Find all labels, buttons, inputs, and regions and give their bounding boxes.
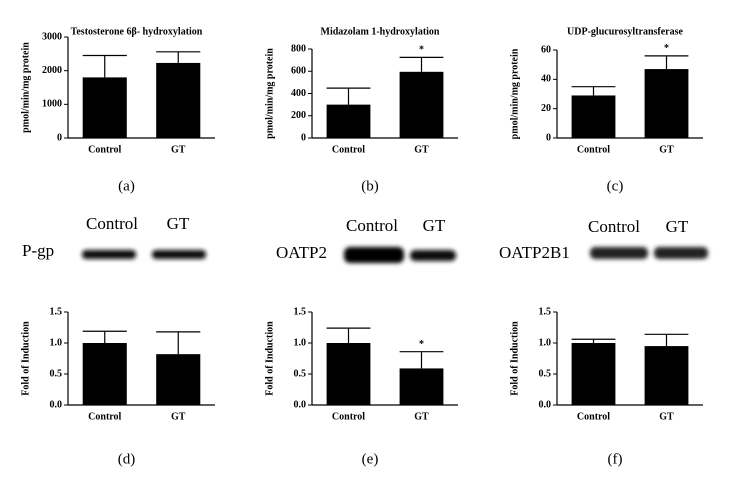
lane-label: GT xyxy=(167,214,190,233)
error-bar xyxy=(326,327,371,343)
bar xyxy=(644,346,689,405)
band xyxy=(82,250,136,259)
y-axis-label: Fold of Induction xyxy=(20,321,31,396)
error-bar xyxy=(399,56,444,72)
panel-label: (e) xyxy=(362,451,379,467)
bar xyxy=(326,343,371,405)
chart-title: UDP-glucurosyltransferase xyxy=(567,26,683,37)
error-bar xyxy=(82,330,127,343)
error-bar xyxy=(326,87,371,105)
y-axis-label: pmol/min/mg protein xyxy=(20,42,31,133)
y-tick-label: 20 xyxy=(541,103,551,114)
significance: * xyxy=(419,339,424,350)
x-tick-label: Control xyxy=(577,144,610,155)
lane-label: Control xyxy=(86,214,138,233)
panel-label: (b) xyxy=(361,178,379,194)
band xyxy=(654,247,708,259)
x-tick-label: GT xyxy=(171,144,186,155)
y-tick-label: 600 xyxy=(291,66,306,77)
protein-label: P-gp xyxy=(22,241,54,260)
significance: * xyxy=(664,43,669,54)
bar xyxy=(644,69,689,138)
panel-label: (a) xyxy=(118,178,135,194)
blot-d: Control GT P-gp xyxy=(22,214,206,260)
x-tick-label: GT xyxy=(659,411,674,422)
y-tick-label: 0.0 xyxy=(539,399,552,410)
y-tick-label: 0.0 xyxy=(294,399,307,410)
bar xyxy=(571,343,616,405)
y-tick-label: 0.5 xyxy=(50,368,63,379)
bar xyxy=(82,343,127,405)
error-bar xyxy=(571,86,616,96)
error-bar xyxy=(644,55,689,70)
protein-label: OATP2B1 xyxy=(499,243,570,262)
bar xyxy=(326,104,371,138)
y-tick-label: 1.5 xyxy=(294,306,307,317)
band xyxy=(410,250,456,261)
x-tick-label: GT xyxy=(659,144,674,155)
lane-label: Control xyxy=(588,217,640,236)
error-bar xyxy=(156,51,201,63)
x-tick-label: GT xyxy=(171,411,186,422)
band xyxy=(590,247,648,259)
lane-label: GT xyxy=(666,217,689,236)
chart-title: Midazolam 1-hydroxylation xyxy=(321,26,440,37)
chart-title: Testosterone 6β- hydroxylation xyxy=(71,26,203,37)
y-axis-label: Fold of Induction xyxy=(264,321,275,396)
y-tick-label: 2000 xyxy=(42,65,62,76)
bar xyxy=(82,77,127,138)
bar xyxy=(156,354,201,405)
y-tick-label: 1.5 xyxy=(539,306,552,317)
y-tick-label: 0.5 xyxy=(539,368,552,379)
x-tick-label: GT xyxy=(414,144,429,155)
panel-label: (d) xyxy=(118,451,136,467)
error-bar xyxy=(644,333,689,347)
lane-label: GT xyxy=(423,216,446,235)
protein-label: OATP2 xyxy=(276,243,327,262)
panel-label: (c) xyxy=(607,178,624,194)
y-tick-label: 200 xyxy=(291,110,306,121)
y-tick-label: 0 xyxy=(546,132,551,143)
bar xyxy=(399,71,444,138)
y-axis-label: pmol/min/mg protein xyxy=(509,48,520,139)
x-tick-label: Control xyxy=(332,411,365,422)
y-tick-label: 40 xyxy=(541,74,551,85)
band xyxy=(152,250,206,259)
x-tick-label: Control xyxy=(88,411,121,422)
error-bar xyxy=(571,338,616,343)
y-tick-label: 0.5 xyxy=(294,368,307,379)
y-tick-label: 1.5 xyxy=(50,306,63,317)
y-tick-label: 60 xyxy=(541,44,551,55)
error-bar xyxy=(82,54,127,78)
y-tick-label: 800 xyxy=(291,43,306,54)
x-tick-label: Control xyxy=(88,144,121,155)
significance: * xyxy=(419,45,424,56)
y-tick-label: 1.0 xyxy=(294,337,307,348)
blot-f: Control GT OATP2B1 xyxy=(499,217,708,262)
y-tick-label: 1000 xyxy=(42,99,62,110)
bar xyxy=(571,95,616,138)
bar xyxy=(156,62,201,138)
x-tick-label: Control xyxy=(332,144,365,155)
y-tick-label: 0.0 xyxy=(50,399,63,410)
y-tick-label: 400 xyxy=(291,88,306,99)
y-axis-label: pmol/min/mg protein xyxy=(264,48,275,139)
y-tick-label: 3000 xyxy=(42,31,62,42)
bar xyxy=(399,368,444,405)
x-tick-label: GT xyxy=(414,411,429,422)
y-tick-label: 1.0 xyxy=(539,337,552,348)
y-axis-label: Fold of Induction xyxy=(509,321,520,396)
y-tick-label: 1.0 xyxy=(50,337,63,348)
band xyxy=(344,247,404,263)
panel-label: (f) xyxy=(608,451,623,467)
y-tick-label: 0 xyxy=(57,132,62,143)
error-bar xyxy=(399,351,444,369)
error-bar xyxy=(156,331,201,355)
y-tick-label: 0 xyxy=(301,132,306,143)
lane-label: Control xyxy=(346,216,398,235)
x-tick-label: Control xyxy=(577,411,610,422)
blot-e: Control GT OATP2 xyxy=(276,216,456,263)
